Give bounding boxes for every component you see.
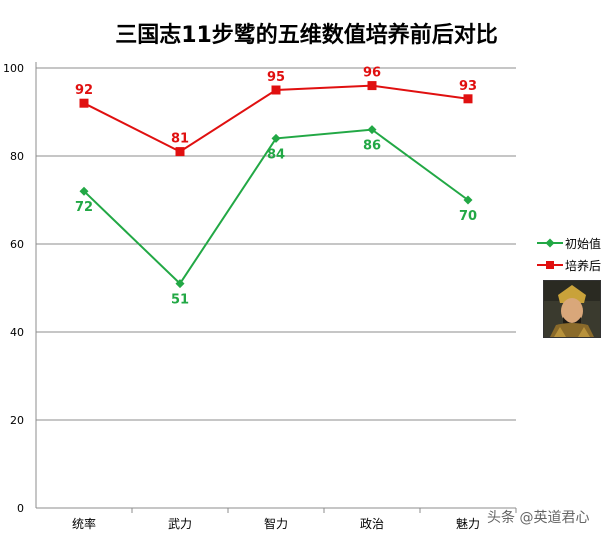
x-tick-label: 政治 — [360, 517, 384, 531]
legend-item-trained: 培养后 — [537, 254, 601, 276]
character-portrait-image — [543, 280, 601, 338]
data-label: 86 — [363, 139, 381, 154]
data-point — [463, 195, 473, 205]
y-tick-label: 60 — [10, 238, 24, 251]
legend-label-trained: 培养后 — [565, 258, 602, 273]
data-point — [175, 147, 185, 157]
legend-swatch-trained — [537, 260, 563, 270]
data-label: 93 — [459, 79, 477, 94]
chart-title: 三国志11步骘的五维数值培养前后对比 — [115, 23, 498, 48]
y-tick-label: 100 — [3, 62, 24, 75]
x-tick-label: 统率 — [72, 516, 96, 531]
x-tick-label: 智力 — [264, 516, 288, 531]
x-tick-label: 魅力 — [456, 516, 480, 531]
data-point — [271, 85, 281, 95]
data-point — [79, 98, 89, 108]
x-tick-label: 武力 — [168, 517, 192, 531]
data-label: 72 — [75, 200, 93, 215]
legend-item-initial: 初始值 — [537, 232, 601, 254]
data-label: 96 — [363, 66, 381, 81]
data-label: 70 — [459, 209, 477, 224]
data-point — [463, 94, 473, 104]
legend-swatch-initial — [537, 238, 563, 248]
data-label: 95 — [267, 70, 285, 85]
data-label: 81 — [171, 132, 189, 147]
data-point — [79, 186, 89, 196]
y-tick-label: 80 — [10, 150, 24, 163]
y-tick-label: 40 — [10, 326, 24, 339]
data-point — [175, 279, 185, 289]
legend: 初始值 培养后 — [537, 232, 601, 276]
data-point — [367, 81, 377, 91]
y-tick-label: 20 — [10, 414, 24, 427]
data-point — [271, 133, 281, 143]
data-label: 84 — [267, 147, 285, 162]
data-point — [367, 125, 377, 135]
watermark: 头条 @英道君心 — [487, 510, 590, 526]
data-label: 92 — [75, 83, 93, 98]
legend-label-initial: 初始值 — [565, 236, 602, 251]
data-label: 51 — [171, 293, 189, 308]
y-tick-label: 0 — [17, 502, 24, 515]
